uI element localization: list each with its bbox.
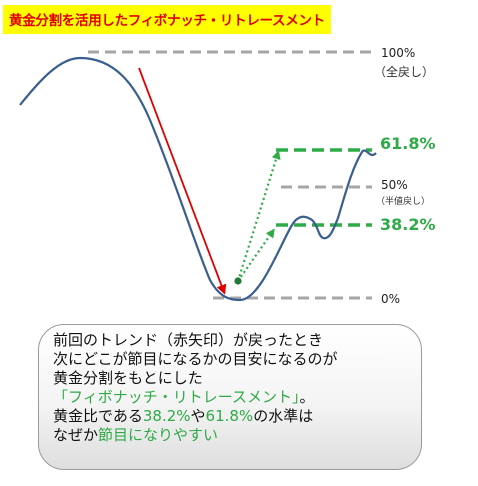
callout-line-4-end: 。: [299, 388, 315, 406]
label-0: 0%: [381, 292, 401, 306]
callout-key-phrase: 節目になりやすい: [98, 426, 219, 444]
label-100-note: （全戻し）: [374, 65, 435, 79]
page-title: 黄金分割を活用したフィボナッチ・リトレースメント: [3, 5, 331, 34]
explanation-callout: 前回のトレンド（赤矢印）が戻ったとき 次にどこが節目になるかの目安になるのが 黄…: [38, 324, 422, 470]
label-618: 61.8%: [380, 134, 436, 153]
callout-line-5-c: や: [190, 407, 206, 425]
callout-line-1: 前回のトレンド（赤矢印）が戻ったとき: [53, 331, 324, 349]
callout-line-6-a: なぜか: [53, 426, 99, 444]
label-382: 38.2%: [380, 215, 436, 234]
callout-line-6: なぜか節目になりやすい: [53, 426, 421, 445]
callout-line-5-a: 黄金比である: [53, 407, 143, 425]
trend-arrow: [138, 67, 227, 295]
callout-line-5-e: の水準は: [253, 407, 314, 425]
retrace-origin-dot: [234, 277, 242, 285]
price-curve: [19, 56, 377, 302]
retrace-arrow-618: [236, 150, 281, 282]
callout-line-3: 黄金分割をもとにした: [53, 369, 203, 387]
callout-line-4: 「フィボナッチ・リトレースメント」。: [53, 388, 421, 407]
label-50: 50%: [381, 178, 408, 192]
fibonacci-term: 「フィボナッチ・リトレースメント」: [53, 388, 300, 406]
callout-618: 61.8%: [205, 407, 254, 425]
label-50-note: （半値戻し）: [376, 197, 431, 207]
label-100: 100%: [381, 46, 416, 60]
callout-line-2: 次にどこが節目になるかの目安になるのが: [53, 350, 338, 368]
callout-382: 38.2%: [142, 407, 191, 425]
retrace-arrow-382: [237, 228, 275, 282]
callout-line-5: 黄金比である38.2%や61.8%の水準は: [53, 407, 421, 426]
